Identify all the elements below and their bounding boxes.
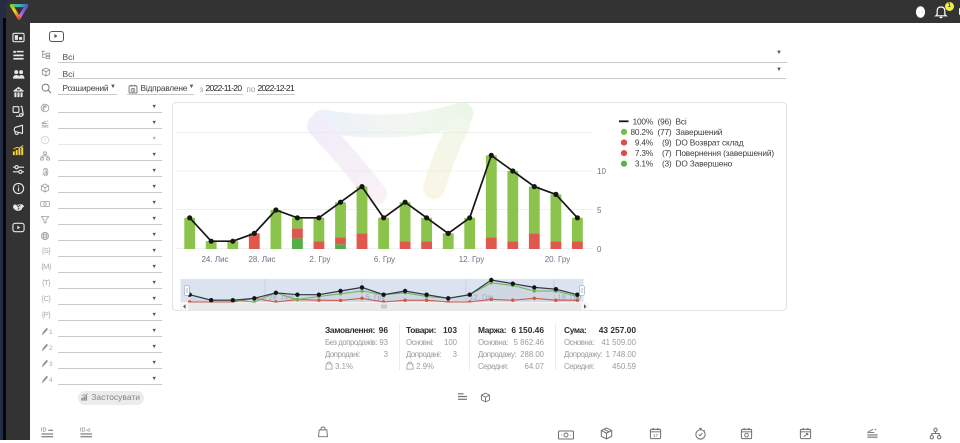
svg-text:10: 10 — [597, 167, 606, 176]
svg-text:Завершений: Завершений — [676, 127, 723, 137]
svg-text:(9): (9) — [662, 138, 672, 148]
svg-text:12. Гру: 12. Гру — [459, 255, 485, 264]
svg-text:DO Возврат склад: DO Возврат склад — [676, 138, 744, 148]
svg-text:?: ? — [43, 137, 46, 143]
svg-text:17: 17 — [653, 433, 659, 438]
svg-text:5. Гру: 5. Гру — [366, 293, 386, 302]
svg-text:28. Лис: 28. Лис — [248, 255, 275, 264]
svg-text:9.4%: 9.4% — [635, 138, 654, 148]
svg-text:DO Завершено: DO Завершено — [676, 159, 733, 169]
svg-text:(3): (3) — [662, 159, 672, 169]
svg-text:80.2%: 80.2% — [630, 127, 653, 137]
svg-text:0: 0 — [597, 245, 602, 254]
svg-text:ID-o: ID-o — [80, 428, 91, 434]
svg-text:Всі: Всі — [676, 116, 687, 126]
svg-text:(77): (77) — [658, 127, 672, 137]
svg-text:ID: ID — [41, 428, 47, 434]
svg-text:5: 5 — [597, 206, 602, 215]
svg-text:3.1%: 3.1% — [635, 159, 654, 169]
svg-text:(96): (96) — [658, 116, 672, 126]
svg-text:28. Лис: 28. Лис — [269, 293, 295, 302]
svg-text:(7): (7) — [662, 148, 672, 158]
svg-text:2. Гру: 2. Гру — [309, 255, 330, 264]
svg-text:18. Гру: 18. Гру — [558, 293, 582, 302]
svg-text:100%: 100% — [633, 116, 654, 126]
svg-text:Повернення (завершений): Повернення (завершений) — [676, 148, 775, 158]
svg-text:7.3%: 7.3% — [635, 148, 654, 158]
svg-text:12. Гру: 12. Гру — [470, 293, 494, 302]
svg-text:20. Гру: 20. Гру — [545, 255, 571, 264]
svg-text:24. Лис: 24. Лис — [201, 255, 228, 264]
svg-text:6. Гру: 6. Гру — [374, 255, 395, 264]
